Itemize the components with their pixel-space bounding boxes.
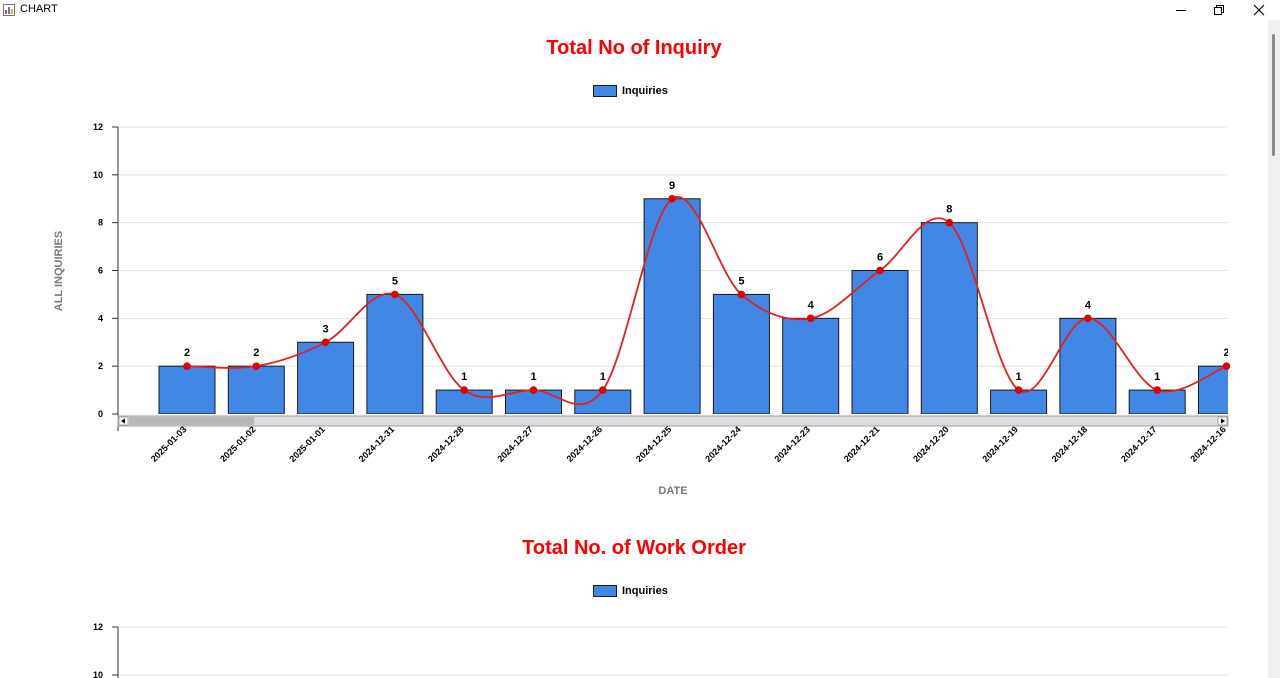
data-label: 2	[1223, 347, 1229, 359]
y-tick-label: 12	[93, 622, 103, 632]
chart-title-work-order: Total No. of Work Order	[522, 537, 746, 559]
trend-marker	[1084, 314, 1092, 323]
scroll-left-icon	[121, 418, 125, 424]
scrollbar-thumb	[129, 417, 254, 425]
y-tick-label: 4	[98, 313, 103, 323]
x-tick-label: 2024-12-17	[1119, 424, 1159, 464]
trend-marker	[183, 362, 191, 370]
minimize-icon	[1176, 10, 1186, 11]
trend-marker	[460, 386, 469, 394]
y-tick-label: 6	[98, 266, 103, 276]
trend-marker	[599, 386, 607, 394]
vertical-scrollbar-thumb[interactable]	[1272, 34, 1275, 156]
y-tick-label: 10	[93, 670, 103, 678]
data-label: 8	[946, 204, 952, 216]
y-tick-label: 0	[98, 409, 103, 419]
x-tick-label: 2024-12-24	[703, 424, 743, 464]
trend-marker	[529, 386, 538, 394]
x-tick-label: 2025-01-03	[149, 424, 189, 464]
trend-marker	[737, 290, 746, 299]
x-tick-label: 2024-12-26	[565, 424, 605, 464]
data-label: 1	[1154, 371, 1160, 383]
data-label: 1	[600, 371, 606, 383]
trend-marker	[876, 266, 884, 275]
data-label: 3	[323, 323, 329, 335]
window-titlebar: CHART	[0, 0, 1280, 20]
work-order-chart: 12 10	[93, 622, 1228, 678]
trend-marker	[668, 194, 676, 203]
y-tick-label: 2	[98, 361, 103, 371]
data-label: 9	[669, 180, 675, 192]
bar-2024-12-23	[782, 317, 840, 414]
bar-2024-12-25	[643, 198, 701, 414]
x-tick-label: 2025-01-02	[218, 424, 258, 464]
data-label: 4	[1085, 299, 1092, 311]
x-tick-label: 2025-01-01	[287, 424, 327, 464]
x-axis-title: DATE	[658, 485, 687, 497]
restore-icon	[1214, 5, 1224, 15]
trend-marker	[321, 338, 330, 347]
x-tick-label: 2024-12-27	[495, 424, 535, 464]
close-button[interactable]	[1240, 0, 1278, 20]
bar-2024-12-16	[1198, 365, 1228, 414]
bar-2025-01-02	[227, 365, 285, 414]
bar-2024-12-31	[366, 293, 424, 414]
x-tick-label: 2024-12-19	[980, 424, 1020, 464]
legend-swatch	[593, 585, 617, 597]
chart-panel: Total No of Inquiry Inquiries 0 2 4 6 8 10 12 2…	[0, 20, 1268, 678]
data-label: 6	[877, 252, 883, 264]
x-tick-label: 2024-12-18	[1050, 424, 1090, 464]
chart-title-inquiry: Total No of Inquiry	[546, 37, 722, 59]
legend-swatch	[593, 85, 617, 97]
chart-app-icon	[3, 4, 15, 16]
data-label: 5	[392, 275, 398, 287]
x-tick-label: 2024-12-25	[634, 424, 674, 464]
x-tick-label: 2024-12-16	[1188, 424, 1228, 464]
close-icon	[1253, 4, 1265, 16]
scrollbar-track	[117, 415, 1229, 427]
bar-2024-12-21	[851, 270, 909, 414]
data-label: 2	[253, 347, 259, 359]
legend-label: Inquiries	[622, 585, 668, 597]
bar-2024-12-18	[1059, 317, 1117, 414]
x-tick-label: 2024-12-20	[911, 424, 951, 464]
bar-2024-12-24	[712, 293, 770, 414]
window-title: CHART	[20, 3, 58, 15]
y-tick-label: 8	[98, 218, 103, 228]
bar-2025-01-01	[297, 341, 355, 414]
bar-2025-01-03	[158, 365, 216, 414]
data-label: 4	[808, 299, 815, 311]
trend-marker	[1153, 386, 1161, 394]
trend-marker	[1014, 386, 1023, 394]
trend-marker	[391, 290, 399, 299]
trend-marker	[252, 362, 261, 370]
trend-line	[186, 196, 1227, 406]
restore-button[interactable]	[1200, 0, 1238, 20]
x-tick-label: 2024-12-23	[772, 424, 812, 464]
legend-inquiry: Inquiries	[593, 85, 668, 97]
y-tick-label: 10	[93, 170, 103, 180]
scroll-right-icon	[1221, 418, 1225, 424]
bar-2024-12-20	[920, 222, 978, 414]
trend-marker	[806, 314, 815, 323]
legend-label: Inquiries	[622, 85, 668, 97]
y-tick-label: 12	[93, 122, 103, 132]
trend-marker	[1222, 362, 1231, 370]
data-label: 5	[738, 275, 744, 287]
data-label: 2	[184, 347, 190, 359]
x-tick-label: 2024-12-28	[426, 424, 466, 464]
trend-marker	[945, 218, 954, 227]
legend-work-order: Inquiries	[593, 585, 668, 597]
x-tick-label: 2024-12-31	[357, 424, 397, 464]
data-label: 1	[1016, 371, 1022, 383]
data-label: 1	[530, 371, 536, 383]
vertical-scrollbar[interactable]	[1268, 20, 1280, 678]
minimize-button[interactable]	[1162, 0, 1200, 20]
data-label: 1	[461, 371, 467, 383]
horizontal-scrollbar[interactable]	[117, 415, 1229, 427]
y-axis-title: ALL INQUIRIES	[53, 231, 65, 311]
x-tick-label: 2024-12-21	[842, 424, 882, 464]
